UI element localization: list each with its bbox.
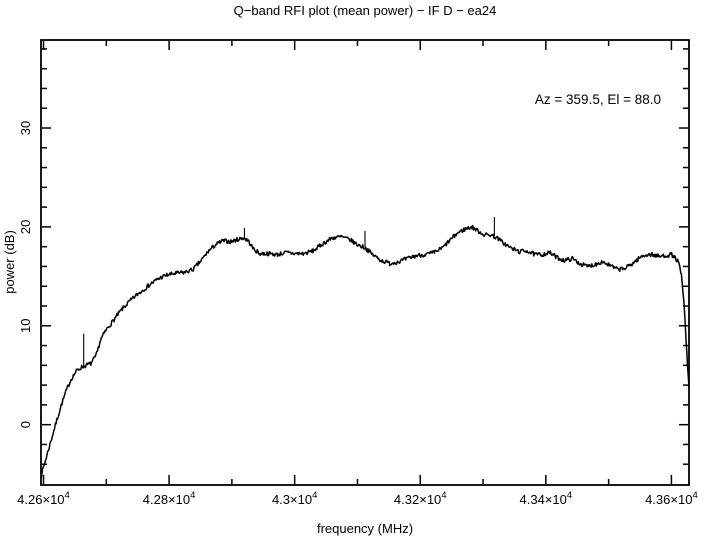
az-el-annotation: Az = 359.5, El = 88.0 [535, 92, 661, 107]
x-tick-labels: 4.26×104 4.28×104 4.3×104 4.32×104 4.34×104 4… [17, 490, 698, 507]
x-tick-label: 4.3×104 [272, 490, 317, 507]
x-tick-label: 4.26×104 [17, 490, 70, 507]
y-tick-label: 30 [18, 121, 33, 135]
rfi-spikes [83, 217, 495, 367]
y-ticks [42, 48, 688, 465]
y-tick-label: 0 [18, 421, 33, 428]
x-ticks [42, 41, 673, 484]
y-tick-label: 20 [18, 220, 33, 234]
y-axis-label: power (dB) [2, 230, 17, 294]
y-tick-labels: 0 10 20 30 [18, 121, 33, 429]
data-curve [40, 224, 690, 479]
power-trace [40, 224, 690, 479]
plot-frame [40, 39, 690, 486]
x-tick-label: 4.34×104 [520, 490, 573, 507]
x-axis-label: frequency (MHz) [317, 521, 413, 536]
chart-title: Q−band RFI plot (mean power) − IF D − ea… [234, 3, 497, 18]
x-tick-label: 4.32×104 [394, 490, 447, 507]
x-tick-label: 4.28×104 [143, 490, 196, 507]
y-tick-label: 10 [18, 319, 33, 333]
x-tick-label: 4.36×104 [645, 490, 698, 507]
